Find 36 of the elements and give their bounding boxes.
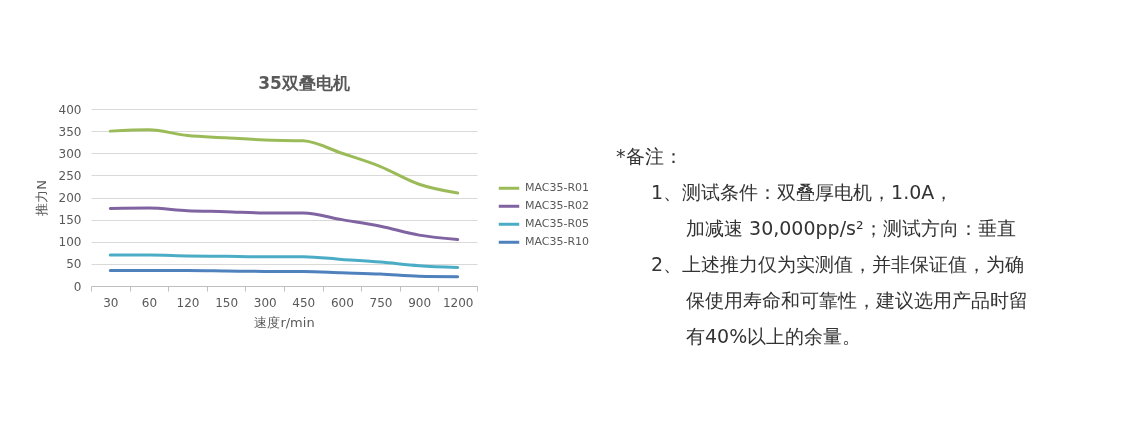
x-tick-label: 60 — [141, 295, 158, 310]
text: 1、测试条件：双叠厚电机，1.0A， — [651, 181, 954, 203]
x-axis-title: 速度r/min — [254, 314, 315, 330]
text: 有40%以上的余量。 — [686, 325, 862, 347]
x-tick-label: 150 — [215, 295, 239, 310]
x-tick-label: 450 — [292, 295, 316, 310]
line-series — [108, 269, 460, 279]
x-tick-label: 1200 — [442, 295, 474, 310]
x-tick-label: 300 — [253, 295, 277, 310]
x-tick-label: 600 — [330, 295, 354, 310]
y-tick-label: 250 — [58, 168, 82, 183]
x-tick-label: 120 — [176, 295, 200, 310]
text: 2、上述推力仅为实测值，并非保证值，为确 — [651, 253, 1025, 275]
line-series — [108, 206, 460, 242]
legend-label: MAC35-R01 — [525, 181, 590, 195]
text: 加减速 30,000pp/s²；测试方向：垂直 — [686, 217, 1016, 239]
x-tick-label: 900 — [408, 295, 432, 310]
legend-label: MAC35-R05 — [525, 217, 590, 231]
legend-label: MAC35-R02 — [525, 199, 590, 213]
y-tick-label: 350 — [58, 124, 82, 139]
text: *备注： — [616, 145, 683, 167]
line-series — [108, 253, 460, 269]
chart-title: 35双叠电机 — [258, 73, 350, 93]
x-tick-label: 750 — [369, 295, 393, 310]
y-tick-label: 150 — [58, 213, 82, 228]
y-tick-label: 100 — [58, 235, 82, 250]
y-tick-label: 400 — [58, 102, 82, 117]
y-tick-label: 300 — [58, 146, 82, 161]
y-axis-title: 推力N — [33, 180, 49, 216]
text: 保使用寿命和可靠性，建议选用产品时留 — [686, 289, 1028, 311]
y-tick-label: 200 — [58, 191, 82, 205]
y-tick-label: 0 — [73, 279, 82, 294]
legend-label: MAC35-R10 — [525, 235, 590, 249]
x-tick-label: 30 — [103, 295, 119, 310]
y-tick-label: 50 — [66, 257, 82, 272]
line-series — [108, 128, 460, 195]
